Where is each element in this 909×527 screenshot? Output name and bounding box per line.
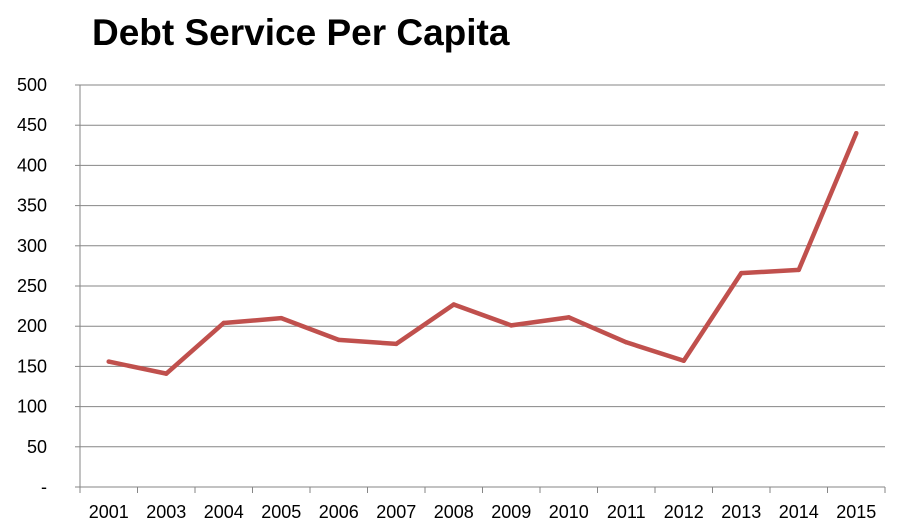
x-tick-label: 2001 <box>89 502 129 522</box>
y-tick-label: 150 <box>17 356 47 376</box>
data-point <box>106 359 111 364</box>
data-point <box>854 131 859 136</box>
chart-title: Debt Service Per Capita <box>92 12 510 53</box>
x-tick-label: 2008 <box>434 502 474 522</box>
y-tick-label: 50 <box>27 437 47 457</box>
y-axis-labels: - 50 100 150 200 250 300 350 400 450 500 <box>17 75 47 497</box>
x-tick-label: 2006 <box>319 502 359 522</box>
data-point <box>796 267 801 273</box>
x-tick-label: 2011 <box>607 502 646 522</box>
y-tick-label: 450 <box>17 115 47 135</box>
series-group <box>106 130 859 376</box>
axes <box>75 84 886 493</box>
series-line <box>106 130 859 376</box>
y-tick-label: 350 <box>17 196 47 216</box>
y-tick-label: 250 <box>17 276 47 296</box>
x-axis-labels: 2001 2003 2004 2005 2006 2007 2008 2009 2010 2011… <box>89 502 877 522</box>
x-tick-label: 2007 <box>376 502 416 522</box>
x-tick-label: 2005 <box>261 502 301 522</box>
data-point <box>221 320 226 326</box>
data-point <box>279 315 284 321</box>
y-tick-label: 100 <box>17 397 47 417</box>
x-tick-label: 2010 <box>549 502 589 522</box>
x-tick-label: 2013 <box>721 502 761 522</box>
data-point <box>681 358 686 363</box>
x-tick-label: 2014 <box>779 502 819 522</box>
y-tick-label: - <box>41 477 47 497</box>
data-point <box>509 323 514 328</box>
data-point <box>164 371 169 376</box>
data-point <box>336 337 341 343</box>
y-tick-label: 400 <box>17 155 47 175</box>
data-point <box>624 340 629 345</box>
data-point <box>394 341 399 347</box>
x-tick-label: 2012 <box>664 502 704 522</box>
y-tick-label: 500 <box>17 75 47 95</box>
data-point <box>451 302 456 307</box>
y-tick-label: 300 <box>17 236 47 256</box>
data-point <box>566 315 571 320</box>
gridlines <box>80 84 885 448</box>
x-tick-label: 2009 <box>491 502 531 522</box>
x-tick-label: 2015 <box>836 502 876 522</box>
x-tick-label: 2004 <box>204 502 244 522</box>
data-point <box>739 270 744 276</box>
y-tick-label: 200 <box>17 316 47 336</box>
x-tick-label: 2003 <box>146 502 186 522</box>
